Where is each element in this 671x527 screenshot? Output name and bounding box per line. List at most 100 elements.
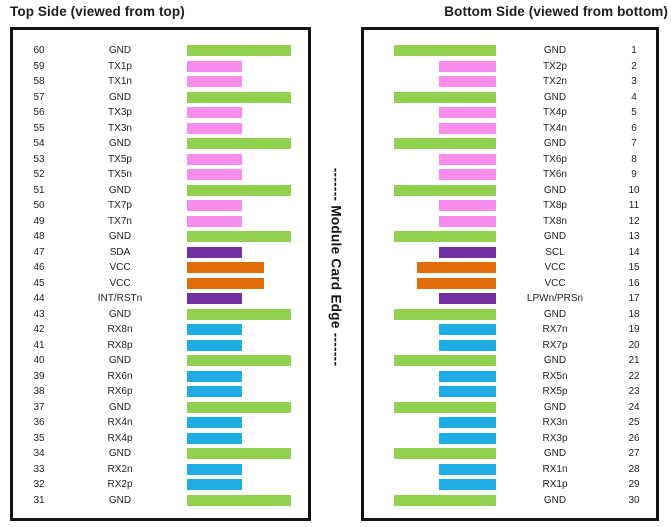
pin-row-48: 48 GND [13,229,308,245]
vcc-pad-bar [417,262,496,274]
pin-label: GND [543,91,567,103]
pin-pad-wrap [175,355,308,367]
pin-row-14: SCL 14 [364,245,656,261]
pin-number: 60 [33,45,45,56]
pin-pad-wrap [364,122,496,134]
pin-pad-wrap [175,277,308,289]
pin-label: RX6n [107,370,133,382]
rx-pad-bar [439,370,496,382]
gnd-pad-bar [394,45,496,57]
pin-row-52: 52 TX5n [13,167,308,183]
pin-label: RX1p [542,479,568,490]
pin-number: 15 [628,262,640,273]
pin-pad-wrap [364,277,496,289]
pin-label: SCL [545,246,565,258]
tx-pad-bar [439,107,496,119]
pin-number: 46 [33,262,45,273]
pin-label: TX6n [543,169,567,180]
pin-number: 33 [33,463,45,475]
pin-label: GND [543,355,567,366]
rx-pad-bar [187,463,242,475]
gnd-pad-bar [187,401,291,413]
bottom-side-title: Bottom Side (viewed from bottom) [444,4,668,19]
pin-row-55: 55 TX3n [13,121,308,137]
pin-label: TX2n [543,76,567,87]
pin-label: GND [108,448,132,459]
pin-pad-wrap [364,324,496,336]
pin-pad-wrap [175,231,308,243]
gnd-pad-bar [394,91,496,103]
pin-number: 36 [33,417,45,428]
pin-number: 26 [628,432,640,444]
pin-row-3: TX2n 3 [364,74,656,90]
pin-number: 30 [628,494,640,506]
pin-label: TX5n [108,169,132,180]
rx-pad-bar [439,386,496,398]
pin-number: 11 [628,200,640,211]
ctrl-pad-bar [187,246,242,258]
pin-label: GND [543,231,567,242]
pin-label: VCC [544,277,566,289]
pin-number: 37 [33,401,45,413]
pin-row-20: RX7p 20 [364,338,656,354]
pin-row-44: 44 INT/RSTn [13,291,308,307]
pin-number: 2 [631,60,637,72]
pin-number: 31 [33,494,45,506]
pin-number: 18 [628,308,640,320]
pin-number: 9 [631,169,637,180]
pin-number: 20 [628,339,640,351]
tx-pad-bar [187,60,242,72]
pin-label: RX2p [107,479,133,490]
pin-row-17: LPWn/PRSn 17 [364,291,656,307]
pin-row-10: GND 10 [364,183,656,199]
pin-label: RX6p [107,386,133,397]
pin-pad-wrap [175,324,308,336]
rx-pad-bar [187,479,242,491]
rx-pad-bar [439,479,496,491]
pin-label: GND [543,448,567,459]
pin-row-12: TX8n 12 [364,214,656,230]
pin-pad-wrap [364,184,496,196]
gnd-pad-bar [394,184,496,196]
pin-number: 23 [628,386,640,397]
pin-pad-wrap [175,246,308,258]
pin-number: 1 [631,45,637,56]
pin-number: 56 [33,107,45,118]
pin-label: RX7p [542,339,568,351]
pin-pad-wrap [175,184,308,196]
pin-label: LPWn/PRSn [526,293,584,304]
pin-pad-wrap [364,215,496,227]
pin-row-40: 40 GND [13,353,308,369]
gnd-pad-bar [187,231,291,243]
rx-pad-bar [187,324,242,336]
vcc-pad-bar [417,277,496,289]
pin-pad-wrap [175,76,308,88]
pin-label: TX8n [543,215,567,227]
gnd-pad-bar [394,448,496,460]
gnd-pad-bar [394,401,496,413]
pin-row-9: TX6n 9 [364,167,656,183]
pin-pad-wrap [364,60,496,72]
pin-row-4: GND 4 [364,90,656,106]
tx-pad-bar [187,169,242,181]
gnd-pad-bar [187,138,291,150]
pin-label: RX8n [107,324,133,335]
pin-pad-wrap [175,107,308,119]
pin-pad-wrap [364,169,496,181]
pin-row-36: 36 RX4n [13,415,308,431]
pin-label: TX2p [543,60,567,72]
pin-pad-wrap [364,417,496,429]
tx-pad-bar [439,215,496,227]
pin-row-34: 34 GND [13,446,308,462]
pin-label: GND [108,184,132,196]
module-card-edge-label: ------- Module Card Edge ------- [328,167,344,367]
pin-rows: GND 1 TX2p 2 TX2n 3 GND 4 TX4p 5 TX4n 6 GND 7 TX6p 8 TX6… [364,43,656,508]
pin-label: VCC [109,277,131,289]
pin-label: VCC [109,262,131,273]
pin-pad-wrap [364,479,496,491]
ctrl-pad-bar [187,293,242,305]
pin-pad-wrap [364,432,496,444]
tx-pad-bar [439,169,496,181]
pin-label: GND [543,401,567,413]
pin-row-38: 38 RX6p [13,384,308,400]
